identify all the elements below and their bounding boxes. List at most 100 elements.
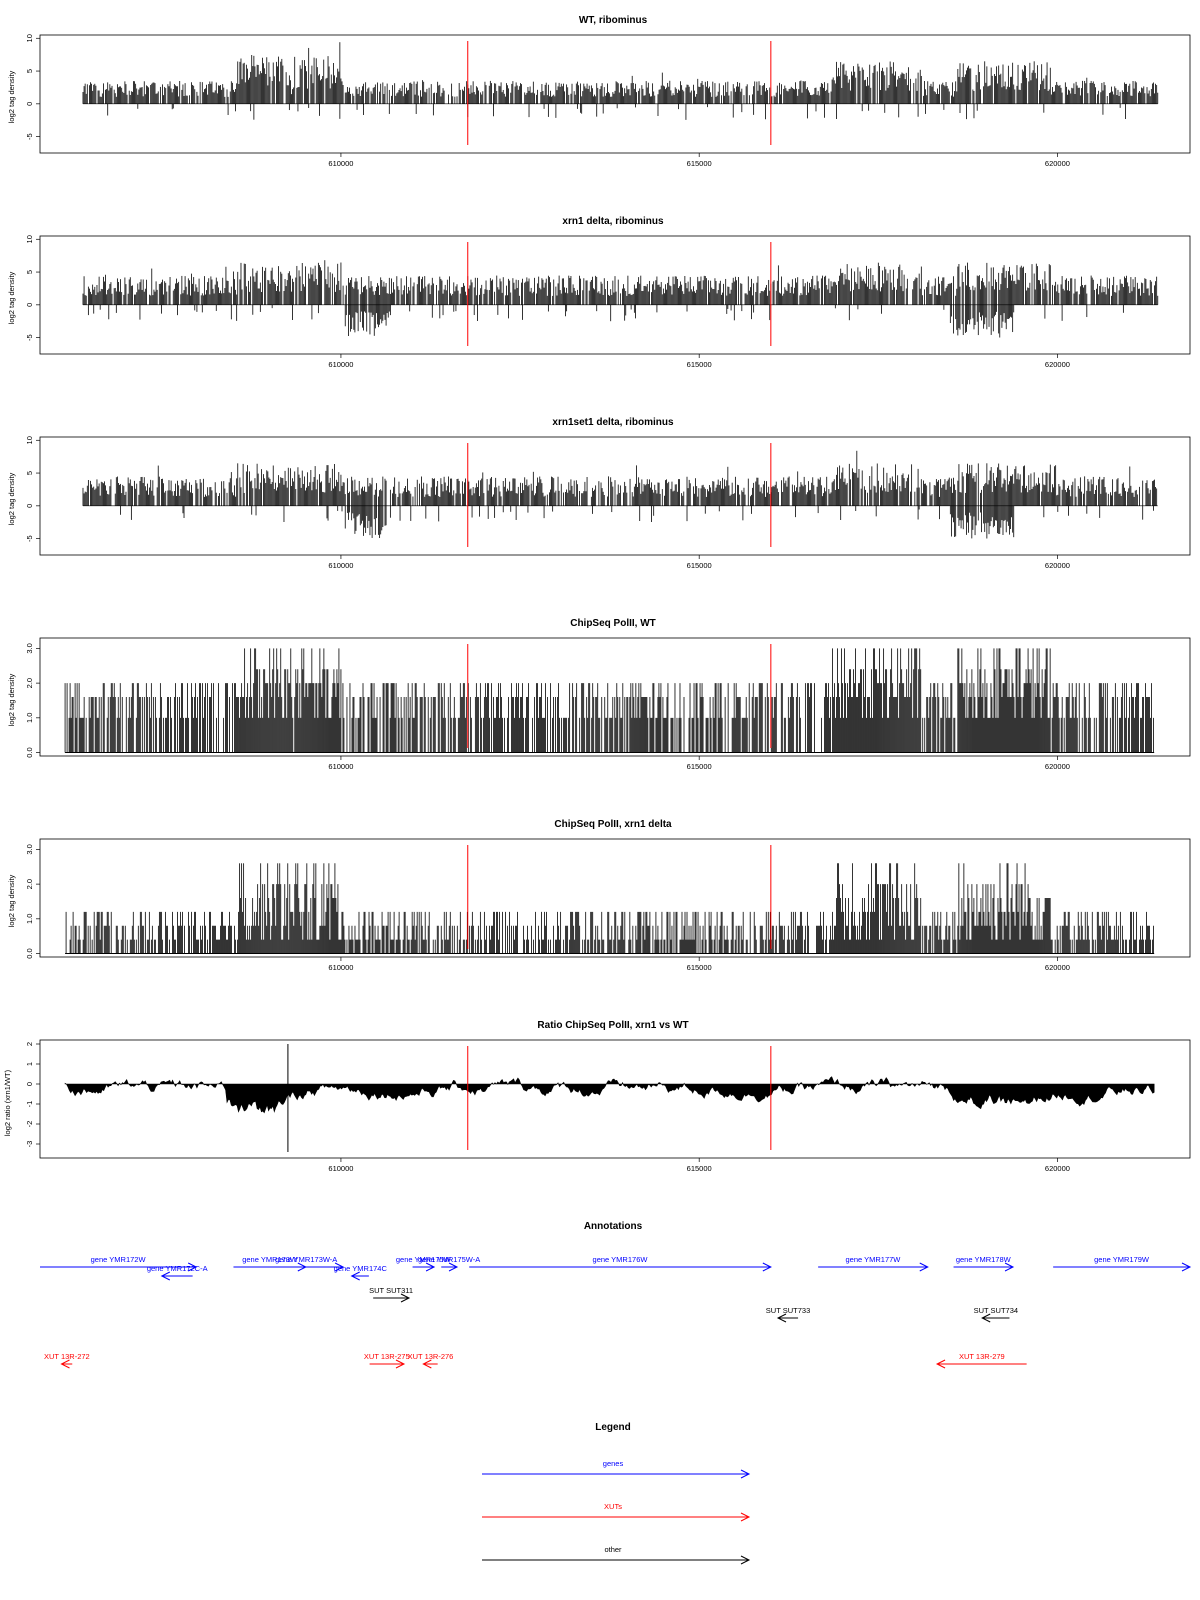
x-tick-label: 610000 xyxy=(328,762,353,771)
region-markers xyxy=(467,644,772,748)
y-axis-label: log2 tag density xyxy=(7,874,16,927)
y-tick-label: -5 xyxy=(25,535,34,542)
feature-label: XUT 13R-279 xyxy=(959,1352,1005,1361)
annotation-feature: XUT 13R-275 xyxy=(364,1352,410,1369)
y-tick-label: -1 xyxy=(25,1101,34,1108)
feature-label: gene YMR179W xyxy=(1094,1255,1150,1264)
y-tick-label: 0 xyxy=(25,303,34,307)
y-tick-label: 0 xyxy=(25,1082,34,1086)
plot-frame xyxy=(39,235,1191,355)
annotations-title: Annotations xyxy=(584,1221,643,1232)
signal-bars xyxy=(64,648,1155,754)
x-tick-label: 620000 xyxy=(1045,360,1070,369)
y-axis-ticks: 0.0 1.0 2.0 3.0 xyxy=(25,844,40,959)
legend-arrowhead xyxy=(740,1469,751,1479)
feature-arrowhead xyxy=(60,1359,70,1369)
feature-label: gene YMR172C-A xyxy=(147,1264,208,1273)
feature-label: gene YMR176W xyxy=(593,1255,649,1264)
legend-item-xut: XUTs xyxy=(482,1502,751,1522)
feature-arrowhead xyxy=(1004,1262,1015,1272)
annotation-feature: gene YMR175W-A xyxy=(418,1255,480,1272)
y-tick-label: 1.0 xyxy=(25,914,34,924)
feature-arrowhead xyxy=(395,1359,406,1369)
feature-label: XUT 13R-275 xyxy=(364,1352,410,1361)
panel-wt-ribominus: WT, ribominus log2 tag density -5 0 5 10 61… xyxy=(7,15,1191,168)
x-tick-label: 620000 xyxy=(1045,561,1070,570)
x-tick-label: 615000 xyxy=(687,963,712,972)
annotation-feature: XUT 13R-272 xyxy=(44,1352,90,1369)
y-tick-label: 2.0 xyxy=(25,678,34,688)
x-tick-label: 620000 xyxy=(1045,963,1070,972)
y-axis-label: log2 ratio (xrn1/WT) xyxy=(3,1069,12,1136)
annotation-feature: gene YMR176W xyxy=(469,1255,772,1272)
feature-label: gene YMR173W xyxy=(242,1255,298,1264)
annotation-feature: gene YMR173W-A xyxy=(269,1255,345,1272)
x-axis-ticks: 610000 615000 620000 xyxy=(328,1158,1070,1173)
y-tick-label: 2 xyxy=(25,1042,34,1046)
x-tick-label: 610000 xyxy=(328,561,353,570)
annotation-feature: gene YMR179W xyxy=(1053,1255,1192,1272)
y-axis-label: log2 tag density xyxy=(7,472,16,525)
legend-label: XUTs xyxy=(604,1502,622,1511)
plot-frame xyxy=(39,838,1191,958)
y-axis-label: log2 tag density xyxy=(7,70,16,123)
y-axis-ticks: -5 0 5 10 xyxy=(25,235,40,341)
annotation-feature: gene YMR174C xyxy=(334,1264,387,1281)
feature-arrowhead xyxy=(776,1313,787,1323)
panel-title: Ratio ChipSeq PolII, xrn1 vs WT xyxy=(537,1020,688,1031)
y-tick-label: 5 xyxy=(25,270,34,274)
signal-bars xyxy=(82,42,1159,120)
panel-xrn1-ribominus: xrn1 delta, ribominus log2 tag density -… xyxy=(7,216,1191,369)
annotation-feature: gene YMR178W xyxy=(953,1255,1015,1272)
feature-arrowhead xyxy=(981,1313,991,1323)
region-markers xyxy=(467,443,772,547)
y-axis-ticks: -3 -2 -1 0 1 2 xyxy=(25,1042,40,1147)
feature-arrowhead xyxy=(448,1262,459,1272)
legend-label: genes xyxy=(603,1459,624,1468)
panel-xrn1set1-ribominus: xrn1set1 delta, ribominus log2 tag densi… xyxy=(7,417,1191,570)
plot-frame xyxy=(39,1039,1191,1159)
legend-arrowhead xyxy=(740,1512,751,1522)
y-tick-label: 10 xyxy=(25,34,34,42)
legend-label: other xyxy=(604,1545,622,1554)
annotation-feature: gene YMR175W xyxy=(396,1255,452,1272)
legend-items: genes XUTs other xyxy=(482,1459,751,1565)
y-tick-label: 5 xyxy=(25,471,34,475)
x-tick-label: 620000 xyxy=(1045,762,1070,771)
y-tick-label: 0.0 xyxy=(25,747,34,757)
feature-label: gene YMR177W xyxy=(845,1255,901,1264)
y-axis-ticks: -5 0 5 10 xyxy=(25,34,40,140)
ratio-area xyxy=(64,1076,1155,1114)
legend-title: Legend xyxy=(595,1422,631,1433)
y-tick-label: 10 xyxy=(25,235,34,243)
legend: Legend genes XUTs other xyxy=(482,1422,751,1565)
x-tick-label: 610000 xyxy=(328,1164,353,1173)
x-tick-label: 615000 xyxy=(687,561,712,570)
legend-arrowhead xyxy=(740,1555,751,1565)
x-tick-label: 610000 xyxy=(328,159,353,168)
x-tick-label: 620000 xyxy=(1045,1164,1070,1173)
feature-arrowhead xyxy=(350,1271,360,1281)
feature-arrowhead xyxy=(919,1262,929,1272)
feature-arrowhead xyxy=(160,1271,171,1281)
y-tick-label: 1.0 xyxy=(25,713,34,723)
y-tick-label: 0.0 xyxy=(25,948,34,958)
annotation-feature: SUT SUT311 xyxy=(369,1286,413,1303)
panel-chipseq-xrn1: ChipSeq PolII, xrn1 delta log2 tag densi… xyxy=(7,819,1191,972)
panel-chipseq-wt: ChipSeq PolII, WT log2 tag density 0.0 1.… xyxy=(7,618,1191,771)
annotation-feature: SUT SUT734 xyxy=(974,1306,1018,1323)
panel-ratio: Ratio ChipSeq PolII, xrn1 vs WT log2 rat… xyxy=(3,1020,1191,1173)
x-axis-ticks: 610000 615000 620000 xyxy=(328,756,1070,771)
annotation-feature: gene YMR177W xyxy=(818,1255,929,1272)
region-markers xyxy=(467,242,772,346)
y-tick-label: 1 xyxy=(25,1062,34,1066)
feature-label: gene YMR172W xyxy=(91,1255,147,1264)
annotation-feature: XUT 13R-279 xyxy=(935,1352,1027,1369)
y-axis-ticks: -5 0 5 10 xyxy=(25,436,40,542)
x-tick-label: 610000 xyxy=(328,963,353,972)
x-axis-ticks: 610000 615000 620000 xyxy=(328,957,1070,972)
feature-label: gene YMR175W-A xyxy=(418,1255,480,1264)
panel-title: WT, ribominus xyxy=(579,15,648,26)
